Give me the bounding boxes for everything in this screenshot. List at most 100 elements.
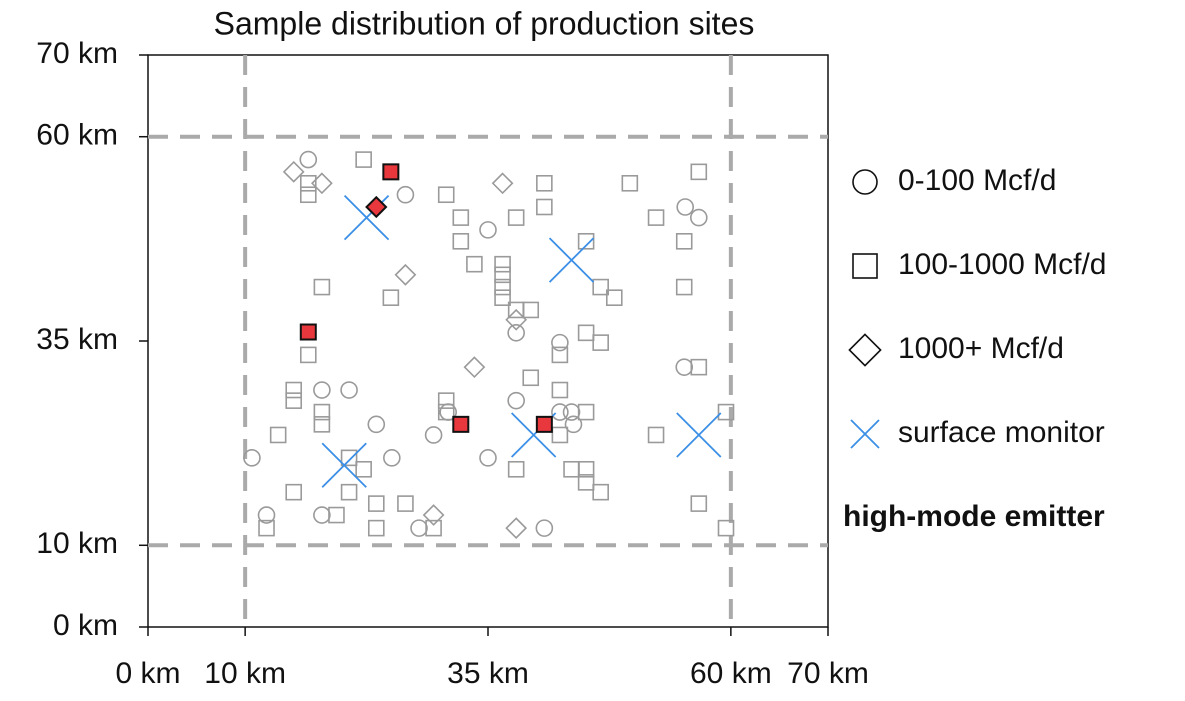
data-point xyxy=(717,519,735,537)
data-point xyxy=(285,483,303,501)
data-point xyxy=(592,483,609,501)
data-point xyxy=(690,495,708,512)
x-tick-label: 60 km xyxy=(690,657,772,690)
data-point xyxy=(507,391,525,410)
legend-marker xyxy=(850,419,880,449)
data-point xyxy=(507,209,525,226)
data-point xyxy=(690,163,708,181)
data-point xyxy=(340,381,358,399)
data-point xyxy=(328,506,345,524)
data-point xyxy=(564,415,583,434)
data-point xyxy=(466,255,483,273)
data-point xyxy=(676,198,695,216)
data-point xyxy=(452,209,470,226)
data-point xyxy=(647,209,665,226)
data-point xyxy=(505,308,528,331)
data-point xyxy=(355,151,372,168)
data-point xyxy=(243,449,261,467)
data-point xyxy=(551,333,569,352)
data-point xyxy=(269,426,287,444)
y-tick-label: 0 km xyxy=(53,609,118,642)
data-point xyxy=(479,221,497,239)
legend-marker xyxy=(852,169,878,195)
legend-label: 100-1000 Mcf/d xyxy=(898,248,1106,281)
data-point xyxy=(355,460,372,478)
data-point xyxy=(522,301,540,319)
data-point xyxy=(563,460,580,478)
data-point xyxy=(551,403,569,421)
data-point xyxy=(285,392,303,409)
chart-title: Sample distribution of production sites xyxy=(214,5,755,41)
y-tick-label: 35 km xyxy=(36,323,118,356)
data-point xyxy=(536,198,553,216)
legend-label: 1000+ Mcf/d xyxy=(898,332,1064,365)
plot-frame xyxy=(147,54,829,628)
data-point xyxy=(437,403,455,421)
data-point xyxy=(551,381,569,399)
data-point xyxy=(313,416,331,433)
x-tick-label: 0 km xyxy=(115,657,180,690)
data-point xyxy=(494,289,511,306)
legend-label: 0-100 Mcf/d xyxy=(898,164,1056,197)
data-point xyxy=(410,519,428,537)
y-tick-label: 60 km xyxy=(36,119,118,152)
data-point xyxy=(577,474,595,491)
data-point xyxy=(577,403,595,421)
data-point xyxy=(675,358,694,376)
data-point xyxy=(313,506,331,524)
data-point xyxy=(394,263,417,286)
data-point xyxy=(313,403,331,421)
data-point xyxy=(689,208,708,227)
legend-marker xyxy=(848,333,882,367)
data-point xyxy=(551,346,569,364)
x-tick-label: 10 km xyxy=(204,657,286,690)
data-point xyxy=(494,255,511,273)
data-point xyxy=(313,278,331,296)
data-point xyxy=(452,415,470,433)
data-point xyxy=(299,346,317,364)
data-point xyxy=(621,174,639,192)
data-point xyxy=(507,324,525,342)
data-point xyxy=(522,369,540,387)
data-point xyxy=(382,163,400,181)
data-point xyxy=(675,233,693,250)
data-point xyxy=(577,324,595,342)
data-point xyxy=(383,449,401,467)
data-point xyxy=(311,172,333,195)
data-point xyxy=(365,195,388,219)
data-point xyxy=(340,483,358,501)
legend-label: high-mode emitter xyxy=(843,500,1105,533)
data-point xyxy=(536,174,553,192)
data-point xyxy=(313,381,331,399)
data-point xyxy=(717,403,735,421)
data-point xyxy=(422,504,445,526)
data-point xyxy=(367,495,385,512)
legend-marker xyxy=(852,253,878,279)
data-point xyxy=(299,323,317,341)
data-point xyxy=(397,495,414,512)
data-point xyxy=(676,412,722,458)
data-point xyxy=(647,426,665,444)
data-point xyxy=(479,449,497,467)
data-point xyxy=(425,519,442,537)
data-point xyxy=(257,506,276,524)
data-point xyxy=(382,289,400,306)
x-tick-label: 70 km xyxy=(787,657,869,690)
y-tick-label: 70 km xyxy=(36,37,118,70)
data-point xyxy=(282,160,305,183)
data-point xyxy=(592,334,609,351)
y-tick-label: 10 km xyxy=(36,527,118,560)
data-point xyxy=(340,449,358,467)
data-point xyxy=(299,174,317,192)
data-point xyxy=(424,426,443,444)
data-point xyxy=(463,356,486,379)
data-point xyxy=(535,415,553,433)
data-point xyxy=(367,415,386,434)
data-point xyxy=(396,185,415,204)
x-tick-label: 35 km xyxy=(447,657,529,690)
legend-label: surface monitor xyxy=(898,416,1105,449)
data-point xyxy=(299,186,317,204)
data-point xyxy=(592,278,609,296)
data-point xyxy=(505,517,528,540)
